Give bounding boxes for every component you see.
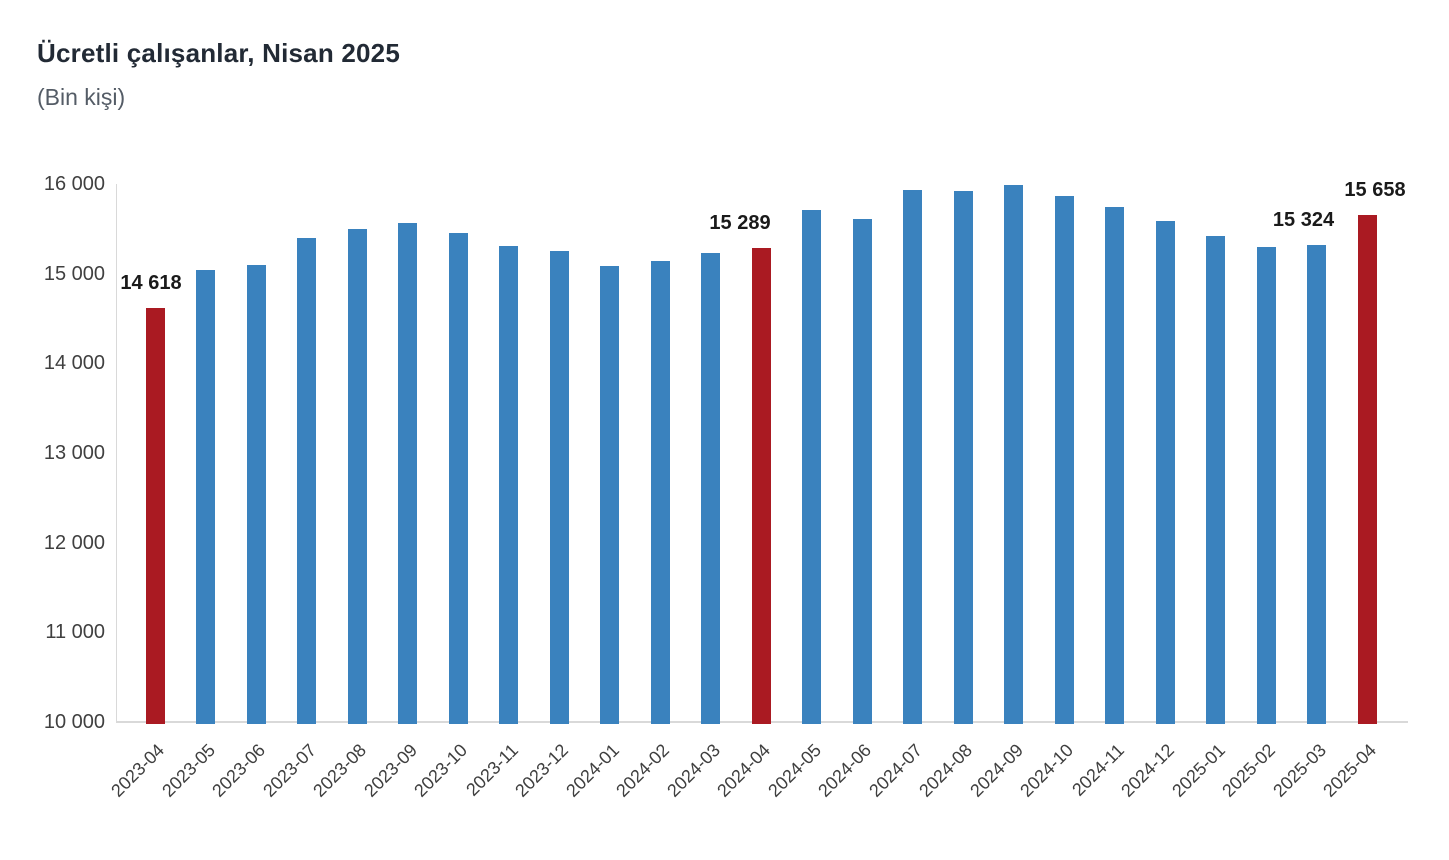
chart-bar — [1054, 196, 1074, 724]
data-label: 15 289 — [709, 211, 771, 234]
chart-bar — [802, 209, 821, 724]
y-axis-tick-label: 14 000 — [43, 352, 105, 375]
chart-bar — [347, 229, 367, 724]
y-axis-tick-label: 11 000 — [45, 621, 105, 644]
y-axis-tick-label: 13 000 — [43, 442, 105, 464]
chart-bar — [650, 260, 670, 724]
y-axis-tick-label: 15 000 — [43, 262, 105, 285]
chart-bar — [751, 247, 771, 724]
chart-bar — [953, 191, 973, 724]
data-label: 15 658 — [1344, 178, 1406, 201]
chart-bar — [701, 253, 720, 724]
chart-bar — [1105, 206, 1124, 724]
y-axis-tick-label: 10 000 — [43, 711, 105, 733]
chart-bar — [1307, 244, 1326, 724]
y-axis-line — [116, 184, 117, 722]
chart-bar — [145, 307, 165, 724]
chart-bar — [1357, 214, 1377, 724]
y-axis-tick-label: 12 000 — [43, 531, 105, 554]
chart-bar — [246, 265, 266, 724]
chart-title: Ücretli çalışanlar, Nisan 2025 — [37, 38, 400, 68]
chart-bar — [1004, 184, 1023, 724]
chart-subtitle: (Bin kişi) — [37, 84, 126, 110]
chart-bar — [398, 222, 417, 724]
y-axis-tick-label: 16 000 — [43, 173, 105, 195]
chart-bar — [448, 232, 468, 724]
chart-bar — [1256, 246, 1276, 724]
chart-bar — [549, 250, 569, 724]
chart-bar — [852, 218, 872, 724]
chart-bar — [1206, 236, 1225, 724]
chart-bar — [196, 269, 215, 724]
data-label: 14 618 — [120, 271, 182, 294]
chart-bar — [297, 238, 316, 724]
chart-bar — [1155, 220, 1175, 724]
chart-bar — [600, 266, 619, 724]
data-label: 15 324 — [1272, 208, 1335, 231]
chart-bar — [499, 245, 518, 724]
chart-bar — [903, 190, 922, 724]
